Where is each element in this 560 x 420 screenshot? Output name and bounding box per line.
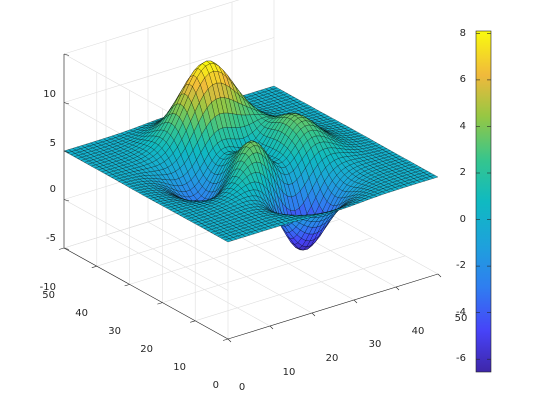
colorbar-tick-label: -6 [456, 353, 466, 364]
y-tick-mark [190, 320, 196, 323]
colorbar-tick-label: 0 [460, 214, 466, 225]
x-tick-label: 30 [369, 339, 382, 350]
floor-grid-line [147, 221, 313, 314]
colorbar-tick-label: -2 [456, 260, 466, 271]
y-tick-mark [58, 247, 65, 250]
colorbar-tick-label: 2 [460, 167, 466, 178]
x-tick-label: 10 [283, 367, 296, 378]
y-tick-mark [157, 302, 163, 305]
colorbar-tick-label: 8 [460, 28, 466, 39]
z-tick-label: -10 [40, 282, 56, 293]
y-tick-mark [91, 265, 97, 268]
x-tick-labels: 0 10 20 30 40 50 [239, 313, 468, 393]
y-tick-labels: 0 10 20 30 40 50 [42, 290, 219, 391]
z-tick-labels: -10 -5 0 5 10 [40, 89, 56, 293]
x-tick-label: 20 [326, 353, 339, 364]
surface-plot [63, 60, 439, 251]
y-tick-label: 10 [173, 362, 186, 373]
x-tick-mark [227, 338, 232, 343]
y-tick-mark [124, 284, 130, 287]
x-axis-line [227, 273, 439, 340]
y-tick-label: 20 [140, 344, 153, 355]
colorbar-gradient [475, 30, 492, 373]
x-tick-label: 0 [239, 382, 245, 393]
z-tick-mark [63, 150, 70, 153]
z-tick-label: 10 [43, 89, 56, 100]
z-tick-mark [63, 53, 70, 56]
y-tick-label: 30 [108, 326, 121, 337]
floor-grid-line [195, 255, 406, 322]
z-tick-label: -5 [46, 233, 56, 244]
colorbar-tick-label: 4 [460, 121, 466, 132]
x-tick-mark [395, 286, 400, 291]
axes-frame [58, 53, 442, 343]
colorbar-tick-labels: -6 -4 -2 0 2 4 6 8 [456, 28, 466, 364]
wall-grid-line [63, 37, 275, 103]
z-tick-mark [63, 199, 70, 202]
colorbar-ticks [476, 32, 491, 360]
x-tick-label: 40 [412, 326, 425, 337]
x-tick-mark [269, 325, 274, 330]
y-tick-label: 0 [213, 380, 219, 391]
x-tick-mark [437, 273, 442, 278]
floor-grid-line [105, 234, 271, 327]
x-tick-mark [311, 312, 316, 317]
z-tick-mark [63, 247, 70, 250]
wall-grid-line [63, 0, 240, 55]
surface-patch [224, 238, 233, 243]
y-axis-line [63, 247, 229, 340]
z-tick-label: 5 [50, 138, 56, 149]
colorbar: -6 -4 -2 0 2 4 6 8 [456, 28, 492, 373]
colorbar-tick-label: -4 [456, 307, 466, 318]
wall-grid-line [63, 199, 229, 291]
z-tick-label: 0 [50, 184, 56, 195]
floor-grid-line [162, 237, 373, 303]
z-tick-mark [63, 102, 70, 105]
x-tick-label: 50 [455, 313, 468, 324]
x-tick-mark [353, 299, 358, 304]
y-tick-mark [222, 338, 229, 341]
colorbar-tick-label: 6 [460, 74, 466, 85]
y-tick-label: 40 [75, 308, 88, 319]
y-tick-label: 50 [42, 290, 55, 301]
